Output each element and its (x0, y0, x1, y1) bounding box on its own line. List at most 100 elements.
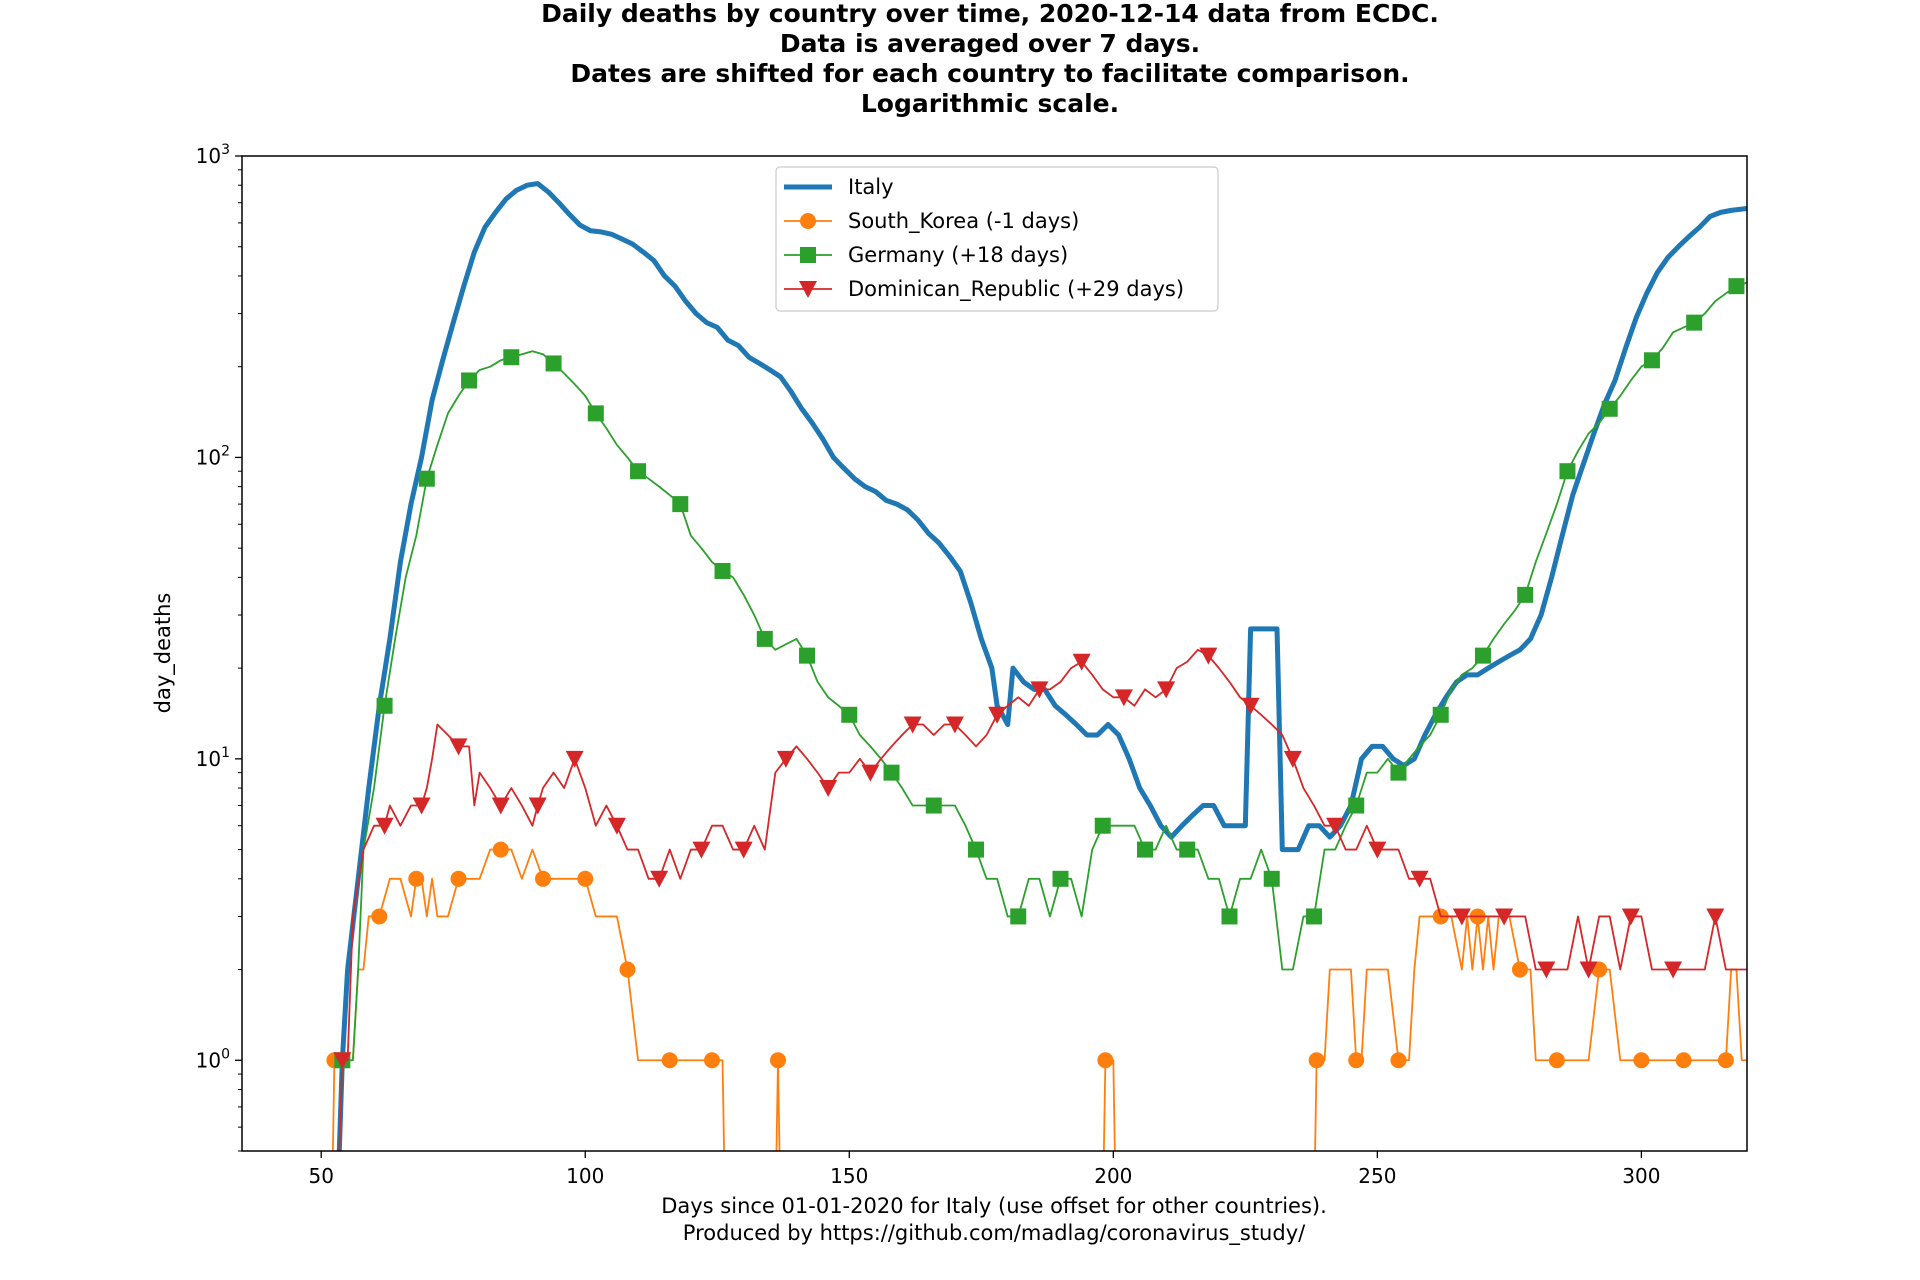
legend-marker (799, 281, 817, 298)
legend-label: South_Korea (-1 days) (848, 209, 1079, 234)
data-point (545, 355, 562, 372)
data-point (1452, 908, 1471, 926)
y-tick-label: 103 (196, 142, 230, 168)
x-tick-label: 300 (1622, 1164, 1660, 1188)
data-point (619, 961, 636, 978)
plot-frame (241, 155, 1748, 1152)
data-point (861, 764, 880, 782)
data-point (1474, 647, 1491, 664)
data-point (968, 841, 985, 858)
x-tick-label: 250 (1358, 1164, 1396, 1188)
title-line: Data is averaged over 7 days. (780, 29, 1200, 58)
data-point (1601, 400, 1618, 417)
y-axis: 100 101 102 103 (196, 142, 242, 1152)
data-point (769, 1052, 786, 1069)
data-point (565, 750, 584, 768)
data-point (1410, 870, 1429, 888)
series-dominican_republic (333, 647, 1747, 1151)
legend-label: Dominican_Republic (+29 days) (848, 277, 1184, 302)
x-axis-label-line: Produced by https://github.com/madlag/co… (683, 1221, 1306, 1246)
data-point (376, 697, 393, 714)
series-group (326, 181, 1747, 1151)
data-point (587, 405, 604, 422)
data-point (776, 750, 795, 768)
data-point (375, 817, 394, 835)
data-point (1283, 750, 1302, 768)
data-point (1537, 961, 1556, 979)
data-point (607, 817, 626, 835)
data-point (841, 706, 858, 723)
data-point (692, 841, 711, 859)
data-point (1432, 706, 1449, 723)
data-point (630, 463, 647, 480)
data-point (412, 797, 431, 815)
data-point (1717, 1052, 1734, 1069)
data-point (1621, 908, 1640, 926)
legend-item: Italy (784, 175, 894, 199)
data-point (333, 1052, 352, 1070)
data-point (450, 870, 467, 887)
data-point (1579, 961, 1598, 979)
data-point (418, 470, 435, 487)
data-point (1390, 1052, 1407, 1069)
data-point (492, 841, 509, 858)
x-axis: 50 100 150 200 250 300 (308, 1151, 1660, 1188)
series-line (336, 181, 1747, 1151)
data-point (1241, 697, 1260, 715)
data-point (1094, 817, 1111, 834)
data-point (408, 870, 425, 887)
data-point (1326, 817, 1345, 835)
y-tick-label: 101 (196, 745, 230, 771)
series-line (338, 648, 1747, 1151)
data-point (1728, 278, 1745, 295)
data-point (1263, 870, 1280, 887)
data-point (449, 738, 468, 756)
legend-item: South_Korea (-1 days) (784, 209, 1079, 234)
series-line (331, 848, 1747, 1151)
data-point (1052, 870, 1069, 887)
series-italy (336, 181, 1747, 1151)
data-point (714, 562, 731, 579)
y-tick-label: 102 (196, 443, 230, 469)
data-point (371, 908, 388, 925)
data-point (577, 870, 594, 887)
data-point (1643, 352, 1660, 369)
data-point (650, 870, 669, 888)
x-axis-label-line: Days since 01-01-2020 for Italy (use off… (661, 1194, 1327, 1218)
chart-title: Daily deaths by country over time, 2020-… (541, 0, 1439, 118)
data-point (1157, 681, 1176, 699)
y-tick-label: 100 (196, 1046, 230, 1072)
data-point (1348, 797, 1365, 814)
x-tick-label: 200 (1094, 1164, 1132, 1188)
data-point (734, 841, 753, 859)
legend-box (775, 166, 1219, 312)
data-point (988, 706, 1007, 724)
data-point (1686, 314, 1703, 331)
series-south_korea (326, 841, 1747, 1151)
data-point (1221, 908, 1238, 925)
legend-item: Dominican_Republic (+29 days) (784, 277, 1184, 302)
title-line: Logarithmic scale. (861, 89, 1119, 118)
data-point (1390, 764, 1407, 781)
series-germany (334, 278, 1747, 1151)
data-point (925, 797, 942, 814)
data-point (1305, 908, 1322, 925)
x-tick-label: 50 (308, 1164, 333, 1188)
data-point (883, 764, 900, 781)
data-point (756, 630, 773, 647)
data-point (1664, 961, 1683, 979)
data-point (1010, 908, 1027, 925)
data-point (661, 1052, 678, 1069)
title-line: Daily deaths by country over time, 2020-… (541, 0, 1439, 28)
data-point (1199, 647, 1218, 665)
data-point (1348, 1052, 1365, 1069)
data-point (1030, 681, 1049, 699)
data-point (1137, 841, 1153, 858)
data-point (1097, 1052, 1114, 1069)
x-tick-label: 150 (830, 1164, 868, 1188)
data-point (503, 349, 520, 366)
y-axis-label: day_deaths (151, 593, 176, 714)
x-axis-label: Days since 01-01-2020 for Italy (use off… (661, 1194, 1327, 1246)
data-point (461, 372, 478, 389)
